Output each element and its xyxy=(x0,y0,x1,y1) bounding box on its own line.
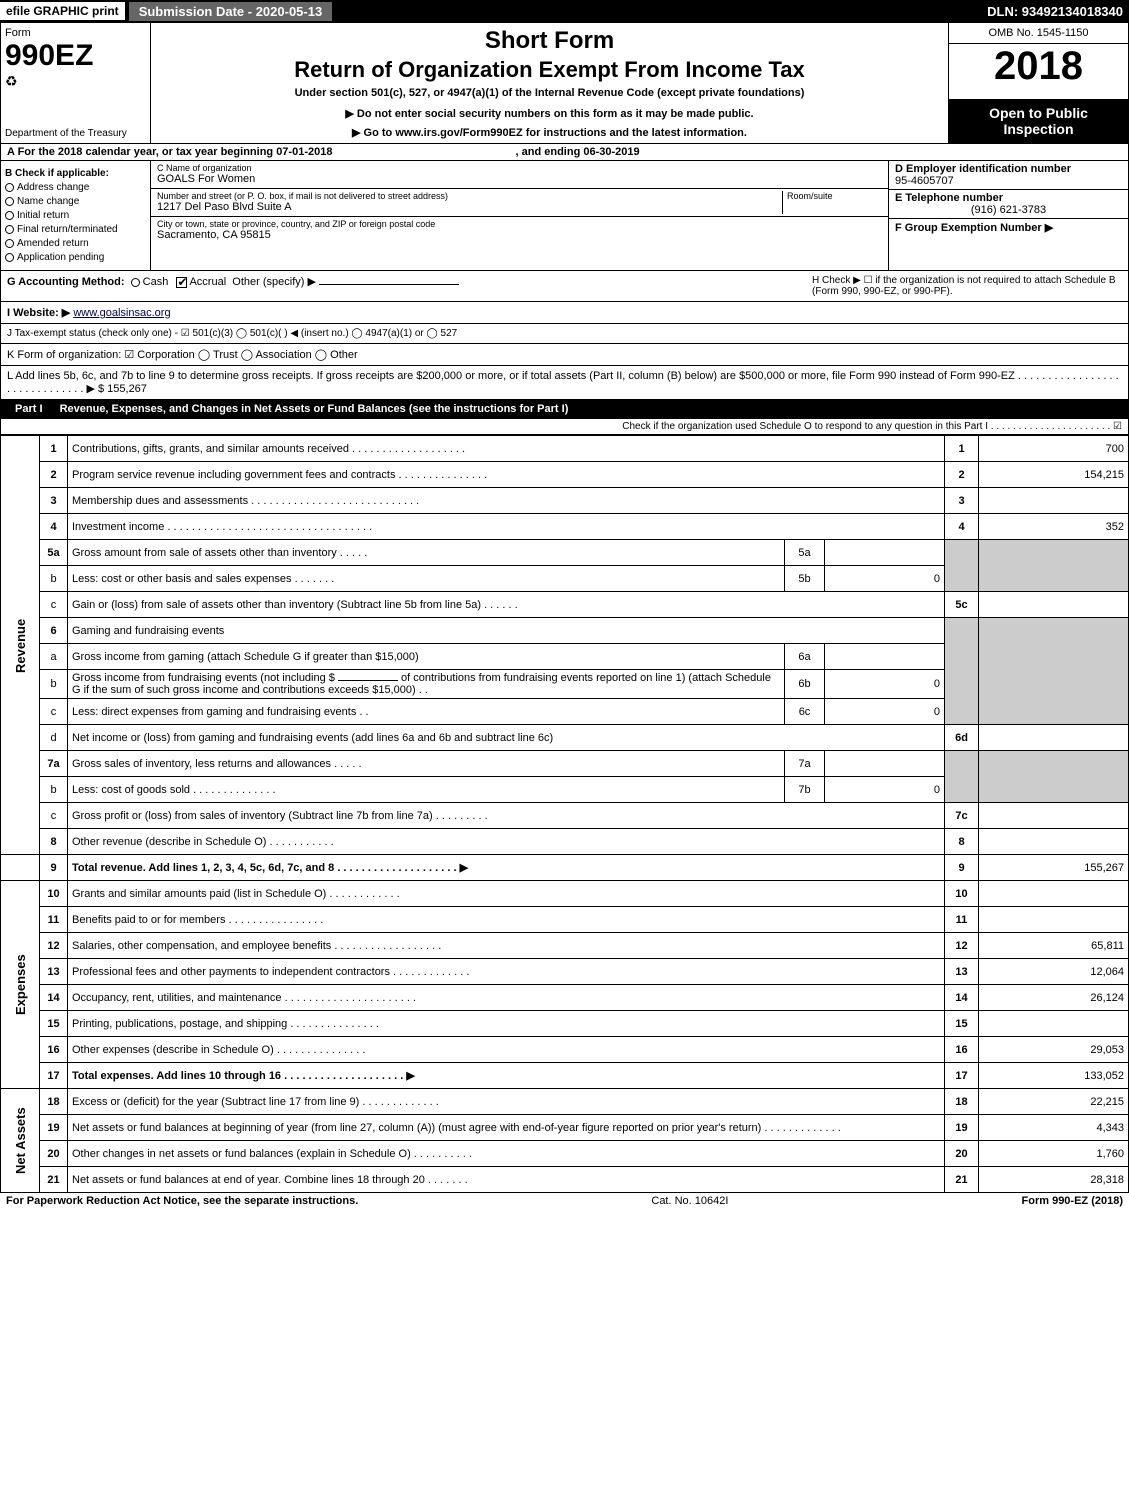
section-b: B Check if applicable: Address change Na… xyxy=(1,161,151,270)
line-3: 3 Membership dues and assessments . . . … xyxy=(1,488,1129,514)
taxyear-end: , and ending 06-30-2019 xyxy=(516,146,640,158)
line-16: 16Other expenses (describe in Schedule O… xyxy=(1,1037,1129,1063)
revenue-side: Revenue xyxy=(1,436,40,855)
opt-address-change[interactable]: Address change xyxy=(5,182,146,193)
org-name: GOALS For Women xyxy=(157,173,882,185)
city-label: City or town, state or province, country… xyxy=(157,219,882,229)
footer-right: Form 990-EZ (2018) xyxy=(1022,1195,1123,1207)
form-header: Form 990EZ ♻ Department of the Treasury … xyxy=(0,22,1129,144)
d-label: D Employer identification number xyxy=(895,163,1122,175)
under-section: Under section 501(c), 527, or 4947(a)(1)… xyxy=(155,87,944,99)
line-7c: c Gross profit or (loss) from sales of i… xyxy=(1,803,1129,829)
form-number: 990EZ xyxy=(5,39,146,73)
e-label: E Telephone number xyxy=(895,192,1122,204)
line-12: 12Salaries, other compensation, and empl… xyxy=(1,933,1129,959)
part1-check: Check if the organization used Schedule … xyxy=(0,419,1129,435)
section-c: C Name of organization GOALS For Women N… xyxy=(151,161,888,270)
efile-label: efile GRAPHIC print xyxy=(0,2,125,20)
f-label: F Group Exemption Number ▶ xyxy=(895,221,1122,234)
phone: (916) 621-3783 xyxy=(895,204,1122,216)
netassets-side: Net Assets xyxy=(1,1089,40,1193)
c-label: C Name of organization xyxy=(157,163,882,173)
ein-row: D Employer identification number 95-4605… xyxy=(889,161,1128,190)
line-10: Expenses 10 Grants and similar amounts p… xyxy=(1,881,1129,907)
line-2: 2 Program service revenue including gove… xyxy=(1,462,1129,488)
b-label: B Check if applicable: xyxy=(5,168,146,179)
row-i: I Website: ▶ www.goalsinsac.org xyxy=(0,302,1129,324)
phone-row: E Telephone number (916) 621-3783 xyxy=(889,190,1128,219)
ssn-note: ▶ Do not enter social security numbers o… xyxy=(155,107,944,120)
addr-label: Number and street (or P. O. box, if mail… xyxy=(157,191,782,201)
g-accounting: G Accounting Method: Cash Accrual Other … xyxy=(7,275,802,297)
website-link[interactable]: www.goalsinsac.org xyxy=(73,307,170,319)
city: Sacramento, CA 95815 xyxy=(157,229,882,241)
top-bar: efile GRAPHIC print Submission Date - 20… xyxy=(0,0,1129,22)
row-k: K Form of organization: ☑ Corporation ◯ … xyxy=(0,344,1129,366)
dept-treasury: Department of the Treasury xyxy=(5,128,146,139)
goto-link[interactable]: ▶ Go to www.irs.gov/Form990EZ for instru… xyxy=(155,126,944,139)
line-17: 17Total expenses. Add lines 10 through 1… xyxy=(1,1063,1129,1089)
header-mid: Short Form Return of Organization Exempt… xyxy=(151,23,948,143)
submission-date: Submission Date - 2020-05-13 xyxy=(129,2,333,21)
line-6d: d Net income or (loss) from gaming and f… xyxy=(1,725,1129,751)
footer-left: For Paperwork Reduction Act Notice, see … xyxy=(6,1195,358,1207)
line-20: 20Other changes in net assets or fund ba… xyxy=(1,1141,1129,1167)
city-row: City or town, state or province, country… xyxy=(151,217,888,245)
line-13: 13Professional fees and other payments t… xyxy=(1,959,1129,985)
row-g-h: G Accounting Method: Cash Accrual Other … xyxy=(0,271,1129,302)
entity-block: B Check if applicable: Address change Na… xyxy=(0,161,1129,271)
open-inspection: Open to Public Inspection xyxy=(949,99,1128,143)
line-14: 14Occupancy, rent, utilities, and mainte… xyxy=(1,985,1129,1011)
cash-radio[interactable] xyxy=(131,278,140,287)
opt-initial-return[interactable]: Initial return xyxy=(5,210,146,221)
line-1: Revenue 1 Contributions, gifts, grants, … xyxy=(1,436,1129,462)
return-title: Return of Organization Exempt From Incom… xyxy=(155,57,944,83)
part1-header: Part I Revenue, Expenses, and Changes in… xyxy=(0,400,1129,419)
h-check: H Check ▶ ☐ if the organization is not r… xyxy=(802,275,1122,297)
line-5c: c Gain or (loss) from sale of assets oth… xyxy=(1,592,1129,618)
line-4: 4 Investment income . . . . . . . . . . … xyxy=(1,514,1129,540)
dln: DLN: 93492134018340 xyxy=(987,4,1129,19)
row-j: J Tax-exempt status (check only one) - ☑… xyxy=(0,324,1129,344)
address-row: Number and street (or P. O. box, if mail… xyxy=(151,189,888,217)
section-d-e-f: D Employer identification number 95-4605… xyxy=(888,161,1128,270)
line-11: 11Benefits paid to or for members . . . … xyxy=(1,907,1129,933)
row-l: L Add lines 5b, 6c, and 7b to line 9 to … xyxy=(0,366,1129,400)
tax-year: 2018 xyxy=(949,44,1128,99)
opt-name-change[interactable]: Name change xyxy=(5,196,146,207)
opt-final-return[interactable]: Final return/terminated xyxy=(5,224,146,235)
part1-title: Revenue, Expenses, and Changes in Net As… xyxy=(60,403,569,415)
ein: 95-4605707 xyxy=(895,175,1122,187)
address: 1217 Del Paso Blvd Suite A xyxy=(157,201,782,213)
line-9: 9 Total revenue. Add lines 1, 2, 3, 4, 5… xyxy=(1,855,1129,881)
expenses-side: Expenses xyxy=(1,881,40,1089)
lines-table: Revenue 1 Contributions, gifts, grants, … xyxy=(0,435,1129,1193)
recycle-icon: ♻ xyxy=(5,73,146,90)
line-15: 15Printing, publications, postage, and s… xyxy=(1,1011,1129,1037)
short-form-title: Short Form xyxy=(155,27,944,55)
line-18: Net Assets 18Excess or (deficit) for the… xyxy=(1,1089,1129,1115)
room-label: Room/suite xyxy=(787,191,882,201)
taxyear-begin: A For the 2018 calendar year, or tax yea… xyxy=(7,146,332,158)
part1-num: Part I xyxy=(7,403,51,415)
group-exemption-row: F Group Exemption Number ▶ xyxy=(889,219,1128,247)
opt-app-pending[interactable]: Application pending xyxy=(5,252,146,263)
line-19: 19Net assets or fund balances at beginni… xyxy=(1,1115,1129,1141)
tax-year-row: A For the 2018 calendar year, or tax yea… xyxy=(0,144,1129,161)
line-21: 21Net assets or fund balances at end of … xyxy=(1,1167,1129,1193)
line-7a: 7a Gross sales of inventory, less return… xyxy=(1,751,1129,777)
footer: For Paperwork Reduction Act Notice, see … xyxy=(0,1193,1129,1209)
accrual-check[interactable] xyxy=(176,277,187,288)
footer-mid: Cat. No. 10642I xyxy=(358,1195,1021,1207)
omb-number: OMB No. 1545-1150 xyxy=(949,23,1128,44)
line-5a: 5a Gross amount from sale of assets othe… xyxy=(1,540,1129,566)
header-right: OMB No. 1545-1150 2018 Open to Public In… xyxy=(948,23,1128,143)
line-8: 8 Other revenue (describe in Schedule O)… xyxy=(1,829,1129,855)
org-name-row: C Name of organization GOALS For Women xyxy=(151,161,888,189)
line-6: 6 Gaming and fundraising events xyxy=(1,618,1129,644)
l-amount: 155,267 xyxy=(107,383,147,395)
opt-amended[interactable]: Amended return xyxy=(5,238,146,249)
form-word: Form xyxy=(5,27,146,39)
header-left: Form 990EZ ♻ Department of the Treasury xyxy=(1,23,151,143)
